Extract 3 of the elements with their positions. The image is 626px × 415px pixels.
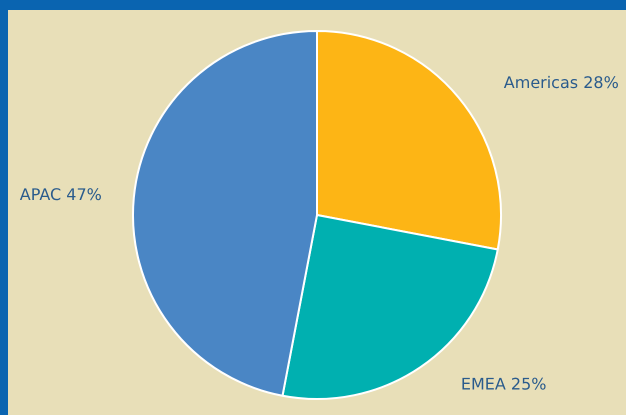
slice-label: APAC 47%: [20, 184, 102, 204]
slice-label: Americas 28%: [504, 72, 619, 92]
slice-label: EMEA 25%: [460, 374, 546, 394]
